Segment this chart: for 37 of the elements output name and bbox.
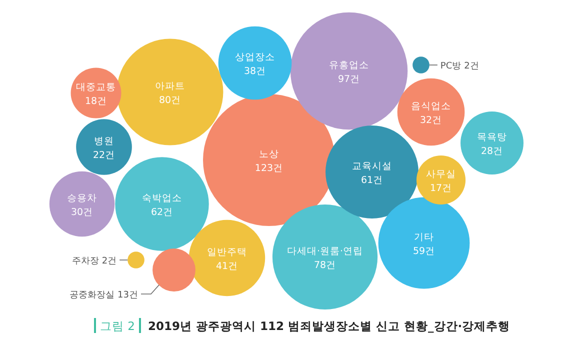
data-label: 28건 [480,146,504,157]
title: 그림 2 2019년 광주광역시 112 범죄발생장소별 신고 현황_강간·강제추행 [94,318,510,333]
category-label: 음식업소 [411,101,451,112]
category-label: 주차장 [72,256,99,266]
category-label: 다세대·원룸·연립 [286,246,364,257]
data-label: 78건 [314,260,336,271]
data-label: 97건 [338,74,360,85]
data-label: 18건 [84,96,108,107]
data-label: 59건 [412,246,436,257]
data-label: 22건 [92,150,116,161]
category-label: 사무실 [426,169,456,180]
category-label: 공중화장실 [70,290,115,301]
data-label: 62건 [150,207,174,218]
category-label: 기타 [414,232,434,243]
category-label: 숙박업소 [142,193,182,204]
category-label: 목욕탕 [477,132,507,143]
category-label: 유흥업소 [329,60,369,71]
data-label: 17건 [430,183,452,194]
data-label: 2건 [102,256,117,266]
data-label: 30건 [70,207,94,218]
category-label: 병원 [94,136,114,147]
data-label: 13건 [118,290,138,301]
category-label: 일반주택 [207,247,247,258]
category-label: PC방 [440,62,462,72]
category-label: 노상 [259,149,279,160]
data-label: 80건 [158,95,182,106]
category-label: 승용차 [67,193,97,204]
data-label: 38건 [244,66,266,77]
data-label: 2건 [464,62,479,72]
category-label: 교육시설 [352,161,392,172]
data-label: 32건 [420,115,442,126]
category-label: 대중교통 [76,82,116,93]
data-label: 61건 [360,175,384,186]
category-label: 상업장소 [235,52,275,63]
data-label: 41건 [216,261,238,272]
category-label: 아파트 [155,81,185,92]
data-label: 123건 [254,163,284,174]
